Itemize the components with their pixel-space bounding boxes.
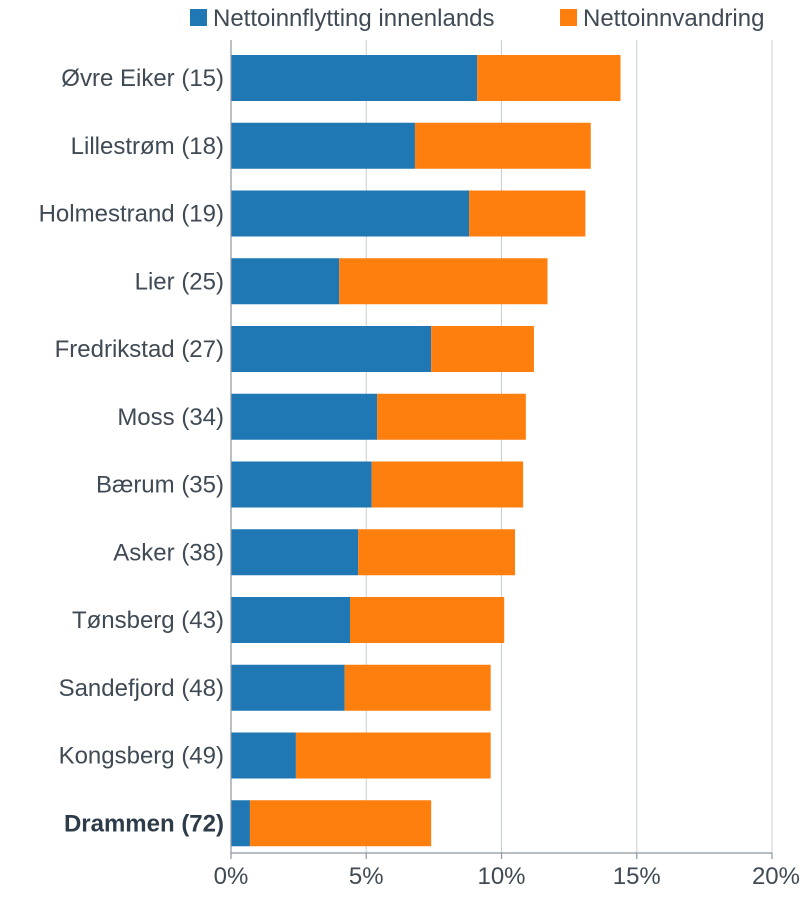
bar-innvandring-11 [249, 800, 432, 847]
category-label: Bærum (35) [96, 472, 224, 499]
bar-innenlands-5 [231, 393, 378, 440]
category-label: Tønsberg (43) [72, 607, 224, 634]
bar-innvandring-7 [358, 529, 516, 576]
category-label: Moss (34) [117, 404, 224, 431]
bar-innvandring-10 [295, 732, 491, 779]
axes [230, 40, 773, 859]
category-label: Øvre Eiker (15) [61, 65, 224, 92]
bar-innvandring-4 [431, 326, 534, 372]
bar-innenlands-7 [231, 529, 359, 576]
category-label: Fredrikstad (27) [55, 336, 224, 363]
bar-innenlands-3 [231, 258, 340, 305]
category-label: Kongsberg (49) [59, 743, 224, 770]
bar-innvandring-5 [377, 393, 526, 440]
legend: Nettoinnflytting innenlands Nettoinnvandr… [190, 5, 764, 32]
bar-innvandring-2 [469, 190, 586, 237]
x-tick-label: 20% [752, 863, 800, 890]
bar-innvandring-9 [344, 664, 491, 711]
x-tick-labels: 0% 5% 10% 15% 20% [214, 863, 800, 890]
legend-label-1: Nettoinnvandring [583, 5, 764, 32]
bar-innvandring-0 [477, 55, 621, 101]
bar-innvandring-3 [339, 258, 548, 305]
x-tick-label: 0% [214, 863, 249, 890]
x-tick-label: 10% [477, 863, 525, 890]
x-tick-label: 5% [349, 863, 384, 890]
category-labels: Øvre Eiker (15) Lillestrøm (18) Holmestran… [39, 65, 224, 837]
category-label: Lier (25) [135, 268, 224, 295]
bar-innenlands-11 [231, 800, 250, 847]
bar-innenlands-6 [231, 461, 372, 508]
bar-innenlands-10 [231, 732, 296, 779]
category-label: Holmestrand (19) [39, 201, 224, 228]
bar-innvandring-1 [414, 122, 591, 169]
legend-label-0: Nettoinnflytting innenlands [213, 5, 495, 32]
bars [231, 55, 621, 847]
legend-swatch-1 [560, 9, 577, 26]
bar-innenlands-2 [231, 190, 470, 237]
x-tick-label: 15% [613, 863, 661, 890]
category-label: Drammen (72) [64, 810, 224, 837]
bar-innvandring-8 [350, 597, 505, 643]
bar-innenlands-4 [231, 326, 432, 372]
bar-innenlands-0 [231, 55, 478, 101]
bar-innenlands-8 [231, 597, 351, 643]
bar-innenlands-1 [231, 122, 415, 169]
bar-innvandring-6 [371, 461, 524, 508]
gridlines [365, 40, 773, 853]
bar-innenlands-9 [231, 664, 345, 711]
category-label: Asker (38) [113, 539, 224, 566]
category-label: Lillestrøm (18) [71, 133, 224, 160]
category-label: Sandefjord (48) [59, 675, 224, 702]
legend-swatch-0 [190, 9, 207, 26]
